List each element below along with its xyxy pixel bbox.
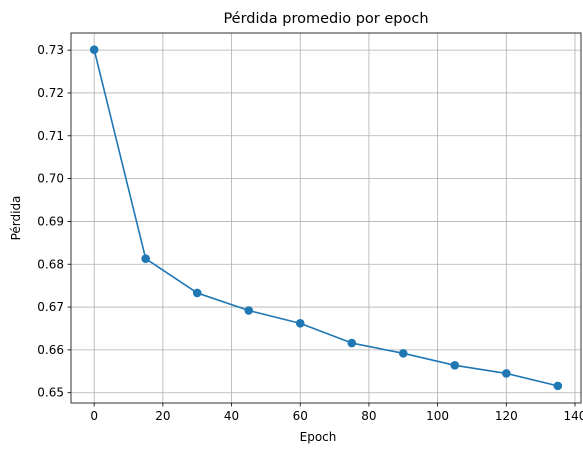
data-point — [89, 45, 99, 55]
data-point — [192, 288, 202, 298]
y-tick-label: 0.72 — [37, 86, 64, 100]
data-point — [398, 349, 408, 358]
y-tick-label: 0.73 — [37, 43, 64, 57]
x-tick-label: 20 — [155, 409, 170, 423]
y-tick-label: 0.65 — [37, 386, 64, 400]
data-point — [244, 306, 254, 315]
data-point — [553, 381, 563, 391]
series-line — [93, 49, 559, 387]
data-point — [141, 254, 150, 263]
x-tick-label: 100 — [426, 409, 449, 423]
x-tick-label: 40 — [224, 409, 239, 423]
x-tick-label: 140 — [564, 409, 583, 423]
y-axis-label: Pérdida — [9, 196, 23, 241]
grid — [71, 33, 581, 403]
data-point — [347, 338, 357, 348]
x-tick-label: 0 — [90, 409, 98, 423]
x-tick-label: 80 — [361, 409, 376, 423]
data-point — [502, 369, 511, 378]
x-axis-label: Epoch — [300, 430, 337, 444]
y-tick-label: 0.69 — [37, 214, 64, 228]
x-tick-label: 60 — [293, 409, 308, 423]
y-tick-label: 0.68 — [37, 257, 64, 271]
axis-ticks: 0 20 40 60 80 100 120 140 0.65 0.66 0.67 0.68 0.69 0.… — [37, 43, 583, 423]
y-tick-label: 0.66 — [37, 343, 64, 357]
data-point — [450, 361, 460, 370]
x-tick-label: 120 — [495, 409, 518, 423]
plot-frame — [70, 32, 582, 404]
y-tick-label: 0.70 — [37, 172, 64, 186]
series-layer — [89, 45, 563, 391]
chart-title: Pérdida promedio por epoch — [223, 11, 428, 27]
y-tick-label: 0.71 — [37, 129, 64, 143]
y-tick-label: 0.67 — [37, 300, 64, 314]
data-point — [295, 319, 305, 328]
